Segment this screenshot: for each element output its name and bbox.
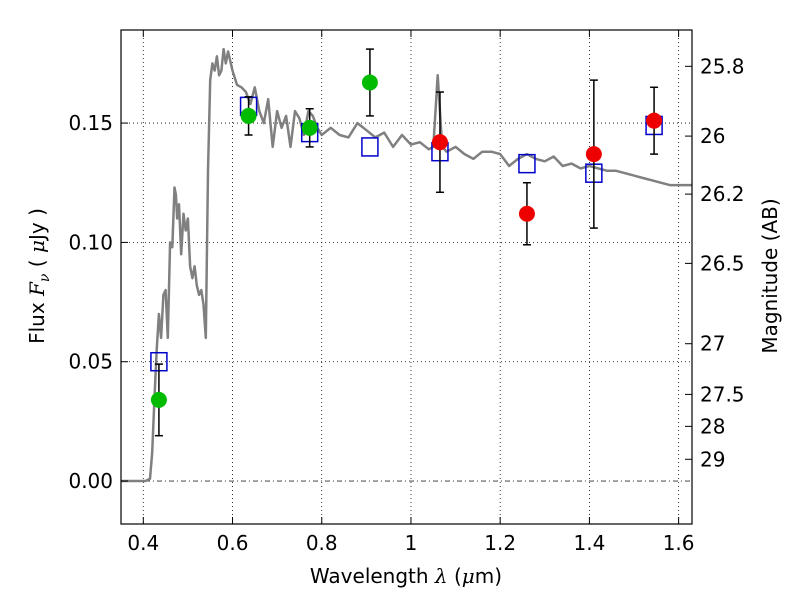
observed-flux-point (518, 205, 535, 222)
observed-flux-point (585, 146, 602, 163)
x-tick-label: 1.2 (484, 531, 516, 555)
y2-tick-label: 26.5 (700, 251, 745, 275)
y2-tick-label: 27 (700, 332, 725, 356)
y2-axis-label: Magnitude (AB) (758, 198, 782, 353)
y2-tick-label: 27.5 (700, 382, 745, 406)
y-axis-label: Flux Fν ( μJy ) (25, 208, 53, 344)
observed-flux-point (150, 391, 167, 408)
x-axis: 0.4 0.6 0.8 1 1.2 1.4 1.6 (127, 30, 695, 555)
observed-flux-point (361, 74, 378, 91)
observed-flux-point (240, 107, 257, 124)
y-tick-label: 0.10 (68, 230, 113, 254)
observed-flux-point (646, 112, 663, 129)
model-spectrum-line (121, 47, 692, 483)
y-tick-label: 0.15 (68, 111, 113, 135)
x-tick-label: 1.4 (573, 531, 605, 555)
model-photometry-box (361, 137, 379, 157)
y2-tick-label: 29 (700, 447, 725, 471)
plot-frame (120, 29, 693, 525)
x-tick-label: 1.6 (663, 531, 695, 555)
y2-tick-label: 25.8 (700, 54, 745, 78)
observed-flux-point (301, 119, 318, 136)
observed-flux-point (431, 134, 448, 151)
y2-tick-label: 26 (700, 124, 725, 148)
x-tick-label: 0.8 (306, 531, 338, 555)
x-tick-label: 0.6 (217, 531, 249, 555)
y2-tick-label: 28 (700, 414, 725, 438)
x-axis-label: Wavelength λ (μm) (310, 564, 502, 588)
y-tick-label: 0.05 (68, 350, 113, 374)
x-tick-label: 0.4 (127, 531, 159, 555)
model-photometry-box (518, 153, 536, 174)
y2-tick-label: 26.2 (700, 182, 745, 206)
x-tick-label: 1 (405, 531, 418, 555)
y-axis-left: 0.00 0.05 0.10 0.15 (68, 111, 128, 493)
y-axis-right: 25.8 26 26.2 26.5 27 27.5 28 29 (685, 54, 745, 471)
y-tick-label: 0.00 (68, 469, 113, 493)
plot-area (121, 47, 692, 483)
